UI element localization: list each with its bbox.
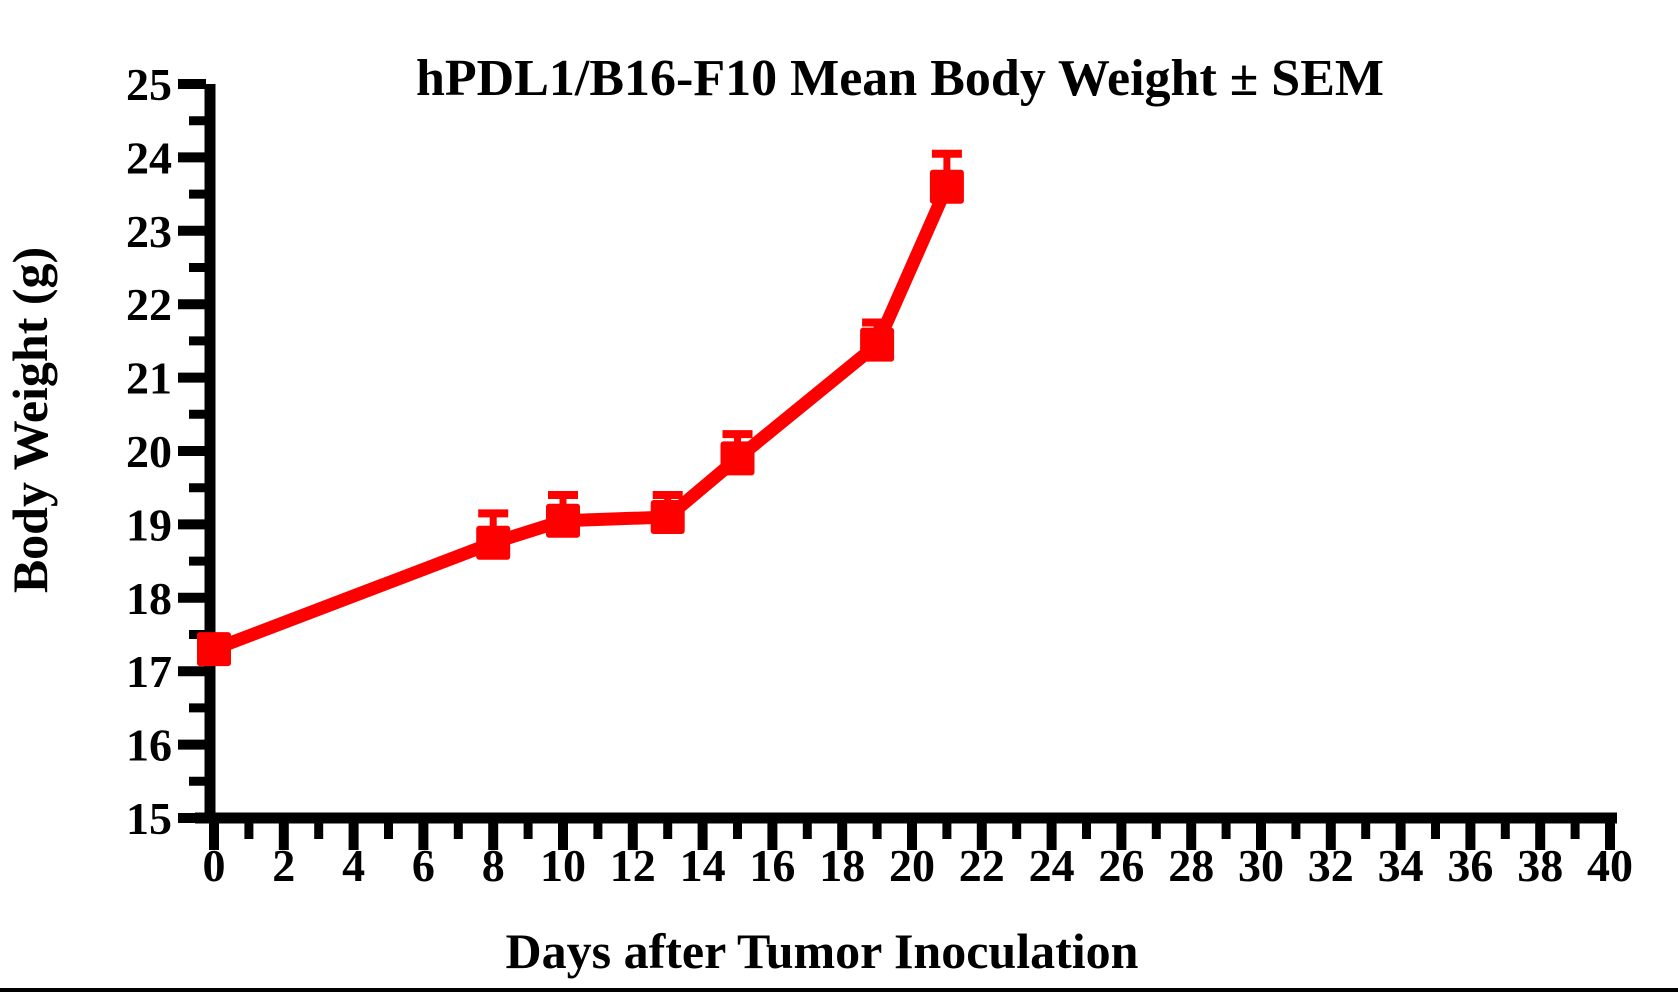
data-point-marker [650,500,685,535]
x-axis-label: Days after Tumor Inoculation [506,923,1139,979]
x-tick-label: 32 [1308,840,1354,891]
x-tick-label: 12 [610,840,656,891]
y-tick-label: 21 [126,353,172,404]
x-tick-label: 28 [1168,840,1214,891]
x-tick-label: 2 [272,840,295,891]
y-tick-label: 23 [126,206,172,257]
series-hPDL1/B16-F10 [197,149,964,667]
y-tick-label: 16 [126,720,172,771]
x-tick-label: 26 [1098,840,1144,891]
x-tick-label: 38 [1517,840,1563,891]
y-tick-label: 15 [126,793,172,844]
x-tick-label: 20 [889,840,935,891]
x-tick-label: 36 [1447,840,1493,891]
data-point-marker [197,632,231,667]
x-tick-label: 10 [540,840,586,891]
y-tick-label: 20 [126,426,172,477]
y-tick-label: 19 [126,499,172,550]
x-tick-label: 0 [203,840,226,891]
data-point-marker [720,441,755,476]
data-series [197,149,964,667]
series-line [207,180,954,656]
bottom-rule [0,988,1678,992]
x-tick-label: 40 [1587,840,1633,891]
x-tick-label: 6 [412,840,435,891]
x-tick-label: 24 [1029,840,1075,891]
x-tick-label: 4 [342,840,365,891]
data-point-marker [546,503,580,538]
axes: 0 2 4 6 8 10 12 14 16 18 20 22 24 26 28 30 32 34 36 38 40151… [126,59,1633,891]
x-tick-label: 8 [482,840,505,891]
x-tick-label: 16 [749,840,795,891]
data-point-marker [860,327,895,362]
x-tick-label: 22 [959,840,1005,891]
y-tick-label: 24 [126,132,172,183]
y-tick-label: 18 [126,573,172,624]
x-tick-label: 18 [819,840,865,891]
y-tick-label: 17 [126,646,172,697]
chart-title: hPDL1/B16-F10 Mean Body Weight ± SEM [416,50,1384,107]
x-tick-label: 14 [680,840,726,891]
data-point-marker [929,169,964,204]
x-tick-label: 34 [1378,840,1424,891]
y-tick-label: 22 [126,279,172,330]
y-tick-label: 25 [126,59,172,110]
data-point-marker [476,525,511,560]
y-axis-label: Body Weight (g) [2,247,58,593]
x-tick-label: 30 [1238,840,1284,891]
